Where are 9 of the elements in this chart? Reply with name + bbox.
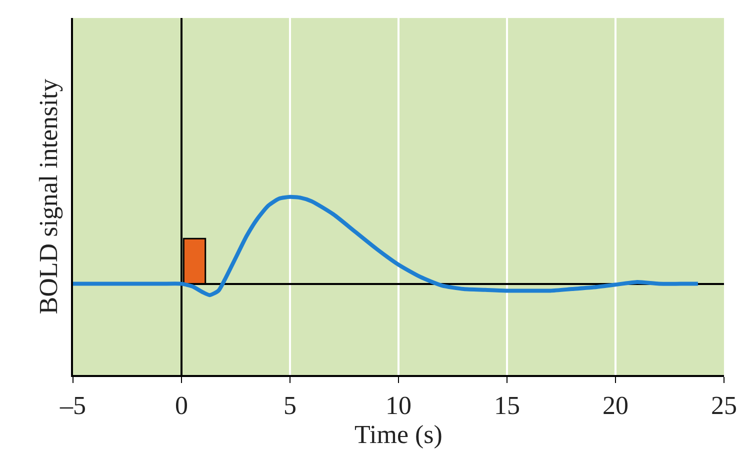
x-tick-label: 5 (284, 390, 296, 420)
x-tick-label: 10 (386, 390, 412, 420)
x-tick-label: 15 (494, 390, 520, 420)
x-tick-label: 20 (602, 390, 628, 420)
x-tick-label: 0 (175, 390, 188, 420)
x-tick-label: 25 (711, 390, 737, 420)
y-axis-title: BOLD signal intensity (34, 78, 64, 314)
x-axis-title: Time (s) (354, 420, 442, 449)
x-tick-label: –5 (59, 390, 86, 420)
